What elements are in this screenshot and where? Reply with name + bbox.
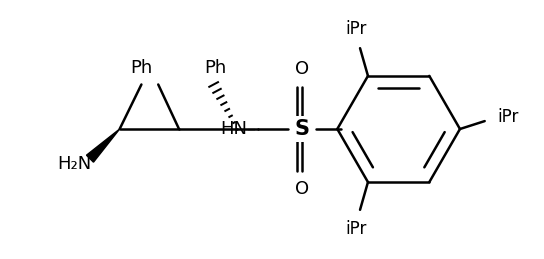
Text: Ph: Ph: [205, 59, 227, 77]
Text: iPr: iPr: [498, 108, 519, 126]
Text: HN–: HN–: [220, 120, 256, 138]
Text: O: O: [295, 60, 309, 77]
Polygon shape: [86, 129, 120, 162]
Text: iPr: iPr: [345, 220, 367, 238]
Text: Ph: Ph: [131, 59, 152, 77]
Text: S: S: [294, 119, 309, 139]
Text: H₂N: H₂N: [57, 155, 91, 173]
Text: O: O: [295, 181, 309, 198]
Text: iPr: iPr: [345, 20, 367, 38]
